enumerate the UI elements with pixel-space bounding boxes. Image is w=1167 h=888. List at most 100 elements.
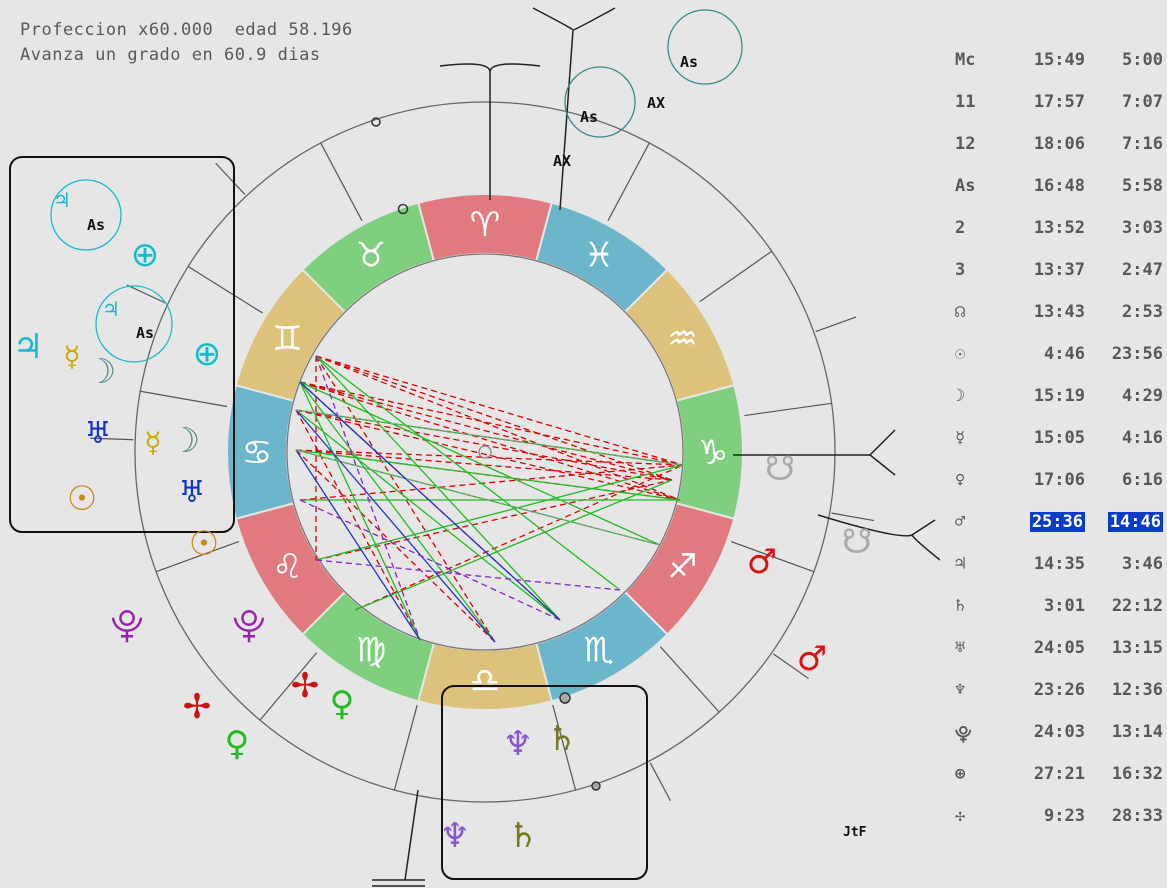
capricorn-sign: ♑ <box>698 433 728 473</box>
pluto-glyph: ⯓ <box>232 606 265 646</box>
row-value-a: 15:49 <box>1033 50 1085 70</box>
earth-glyph: ⊕ <box>193 334 222 374</box>
row-label: ♄ <box>955 596 966 616</box>
outer-tick-group <box>90 142 875 802</box>
aspect-lines <box>295 355 684 643</box>
jupiter-glyph: ♃ <box>102 297 120 321</box>
table-row: 2 13:52 3:03 <box>955 214 1165 256</box>
node-glyph: ☋ <box>842 522 872 562</box>
saturn-glyph: ♄ <box>547 719 577 759</box>
pisces-sign: ♓ <box>584 236 614 276</box>
table-row: ☊ 13:43 2:53 <box>955 298 1165 340</box>
sagittarius-sign: ♐ <box>667 547 697 587</box>
row-value-a: 25:36 <box>1005 512 1085 532</box>
row-value-b: 22:12 <box>1111 596 1163 616</box>
inner-disk <box>286 253 684 651</box>
mercury-glyph: ☿ <box>63 340 80 373</box>
row-value-b: 12:36 <box>1111 680 1163 700</box>
libra-sign: ♎ <box>470 661 500 701</box>
position-table: Mc 15:49 5:00 11 17:57 7:07 12 18:06 7:16 As 16:48… <box>955 46 1165 844</box>
row-label: ☽ <box>955 386 966 406</box>
sun-glyph: ☉ <box>189 524 219 564</box>
table-row: ♃ 14:35 3:46 <box>955 550 1165 592</box>
row-label: ☉ <box>955 344 966 364</box>
earth-glyph: ⊕ <box>131 235 160 275</box>
row-value-a: 13:52 <box>1033 218 1085 238</box>
table-row: ☉ 4:46 23:56 <box>955 340 1165 382</box>
asc-axis-forks <box>733 429 940 561</box>
row-value-b: 28:33 <box>1111 806 1163 826</box>
row-value-a: 23:26 <box>1033 680 1085 700</box>
row-value-b: 6:16 <box>1122 470 1163 490</box>
row-label: 11 <box>955 92 976 112</box>
row-value-a: 17:57 <box>1033 92 1085 112</box>
ax-label: AX <box>553 152 571 170</box>
moon-glyph: ☽ <box>86 352 116 392</box>
row-value-a: 15:19 <box>1033 386 1085 406</box>
virgo-sign: ♍ <box>356 630 386 670</box>
row-label: Mc <box>955 50 976 70</box>
leo-sign: ♌ <box>272 547 302 587</box>
row-label: 3 <box>955 260 966 280</box>
row-label: ♂ <box>955 512 966 532</box>
mercury-glyph: ☿ <box>144 426 161 459</box>
table-row: ⯓ 24:03 13:14 <box>955 718 1165 760</box>
as-labels: As As As As AX AX JtF <box>87 53 867 840</box>
row-value-b: 3:03 <box>1122 218 1163 238</box>
as-label: As <box>680 53 698 71</box>
mars-glyph: ♂ <box>747 542 777 582</box>
row-value-b: 3:46 <box>1122 554 1163 574</box>
row-value-a: 14:35 <box>1033 554 1085 574</box>
aquarius-sign: ♒ <box>667 319 697 359</box>
table-row: ♅ 24:05 13:15 <box>955 634 1165 676</box>
outer-circle <box>134 101 836 803</box>
aries-sign: ♈ <box>470 205 500 245</box>
table-row: 3 13:37 2:47 <box>955 256 1165 298</box>
row-value-a: 15:05 <box>1033 428 1085 448</box>
outer-circle-dots <box>371 117 601 791</box>
row-label: ☿ <box>955 428 966 448</box>
row-value-a: 4:46 <box>1044 344 1085 364</box>
row-value-b: 23:56 <box>1111 344 1163 364</box>
gemini-sign: ♊ <box>272 319 302 359</box>
row-value-a: 24:05 <box>1033 638 1085 658</box>
scorpio-sign: ♏ <box>584 630 614 670</box>
row-label: ⯓ <box>955 725 972 745</box>
as-label: As <box>136 324 154 342</box>
saturn-glyph: ♄ <box>508 816 538 856</box>
table-row: As 16:48 5:58 <box>955 172 1165 214</box>
row-value-b: 2:47 <box>1122 260 1163 280</box>
row-value-b: 4:16 <box>1122 428 1163 448</box>
pluto-glyph: ⯓ <box>110 606 143 646</box>
as-circles <box>50 9 743 363</box>
row-value-a: 16:48 <box>1033 176 1085 196</box>
mars-glyph: ♂ <box>797 639 827 679</box>
row-label: ♆ <box>955 680 966 700</box>
table-row: ♆ 23:26 12:36 <box>955 676 1165 718</box>
sun-glyph: ☉ <box>67 479 97 519</box>
row-value-b: 7:16 <box>1122 134 1163 154</box>
row-label: ⊕ <box>955 764 966 784</box>
row-value-a: 13:37 <box>1033 260 1085 280</box>
row-value-a: 13:43 <box>1033 302 1085 322</box>
row-label: ☊ <box>955 302 966 322</box>
row-value-b: 13:14 <box>1111 722 1163 742</box>
table-row: ♄ 3:01 22:12 <box>955 592 1165 634</box>
planet-glyph-group: ♃♃⊕⊕♃ ☿ ☽♅ ☿ ☽♅☉☉☋☋♂♂⯓ ⯓✢✢ ♀♀ ♆ ♄♆ ♄ <box>13 188 872 856</box>
as-label: As <box>580 108 598 126</box>
table-row: ♀ 17:06 6:16 <box>955 466 1165 508</box>
table-row: 11 17:57 7:07 <box>955 88 1165 130</box>
table-row: ✢ 9:23 28:33 <box>955 802 1165 844</box>
table-row: ☿ 15:05 4:16 <box>955 424 1165 466</box>
row-label: 12 <box>955 134 976 154</box>
vertex-glyph: ✢ <box>183 687 212 727</box>
ax-label: AX <box>647 94 665 112</box>
moon-glyph: ☽ <box>170 421 200 461</box>
taurus-sign: ♉ <box>356 236 386 276</box>
row-value-a: 9:23 <box>1044 806 1085 826</box>
neptune-glyph: ♆ <box>503 724 533 764</box>
table-row: Mc 15:49 5:00 <box>955 46 1165 88</box>
node-glyph: ☋ <box>765 449 795 489</box>
vertex-glyph: ✢ <box>291 666 320 706</box>
signature: JtF <box>843 825 867 840</box>
